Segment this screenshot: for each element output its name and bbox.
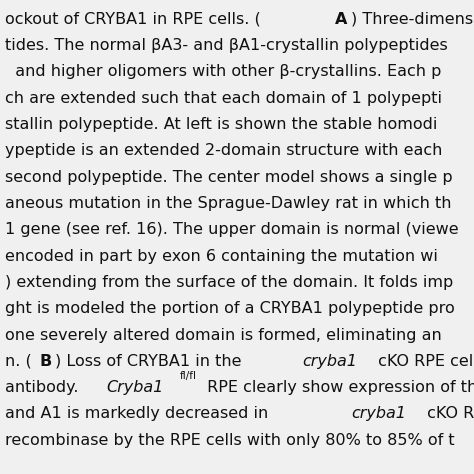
Text: aneous mutation in the Sprague-Dawley rat in which th: aneous mutation in the Sprague-Dawley ra…: [5, 196, 451, 211]
Text: and higher oligomers with other β-crystallins. Each p: and higher oligomers with other β-crysta…: [5, 64, 441, 80]
Text: cKO RPE cells is demo: cKO RPE cells is demo: [373, 354, 474, 369]
Text: and A1 is markedly decreased in: and A1 is markedly decreased in: [5, 407, 273, 421]
Text: stallin polypeptide. At left is shown the stable homodi: stallin polypeptide. At left is shown th…: [5, 117, 437, 132]
Text: tides. The normal βA3- and βA1-crystallin polypeptides: tides. The normal βA3- and βA1-crystalli…: [5, 38, 447, 53]
Text: fl/fl: fl/fl: [180, 371, 197, 381]
Text: 1 gene (see ref. 16). The upper domain is normal (viewe: 1 gene (see ref. 16). The upper domain i…: [5, 222, 458, 237]
Text: cryba1: cryba1: [302, 354, 357, 369]
Text: RPE clearly show expression of the A: RPE clearly show expression of the A: [202, 380, 474, 395]
Text: encoded in part by exon 6 containing the mutation wi: encoded in part by exon 6 containing the…: [5, 248, 438, 264]
Text: ypeptide is an extended 2-domain structure with each: ypeptide is an extended 2-domain structu…: [5, 143, 442, 158]
Text: B: B: [39, 354, 52, 369]
Text: cKO RPE cells. T: cKO RPE cells. T: [422, 407, 474, 421]
Text: second polypeptide. The center model shows a single p: second polypeptide. The center model sho…: [5, 170, 452, 185]
Text: one severely altered domain is formed, eliminating an: one severely altered domain is formed, e…: [5, 328, 441, 343]
Text: ght is modeled the portion of a CRYBA1 polypeptide pro: ght is modeled the portion of a CRYBA1 p…: [5, 301, 455, 316]
Text: antibody.: antibody.: [5, 380, 83, 395]
Text: ockout of CRYBA1 in RPE cells. (: ockout of CRYBA1 in RPE cells. (: [5, 12, 261, 27]
Text: ) extending from the surface of the domain. It folds imp: ) extending from the surface of the doma…: [5, 275, 453, 290]
Text: Cryba1: Cryba1: [106, 380, 164, 395]
Text: A: A: [335, 12, 347, 27]
Text: ) Loss of CRYBA1 in the: ) Loss of CRYBA1 in the: [55, 354, 246, 369]
Text: recombinase by the RPE cells with only 80% to 85% of t: recombinase by the RPE cells with only 8…: [5, 433, 455, 448]
Text: cryba1: cryba1: [351, 407, 406, 421]
Text: n. (: n. (: [5, 354, 31, 369]
Text: ) Three-dimensional m: ) Three-dimensional m: [351, 12, 474, 27]
Text: ch are extended such that each domain of 1 polypepti: ch are extended such that each domain of…: [5, 91, 442, 106]
